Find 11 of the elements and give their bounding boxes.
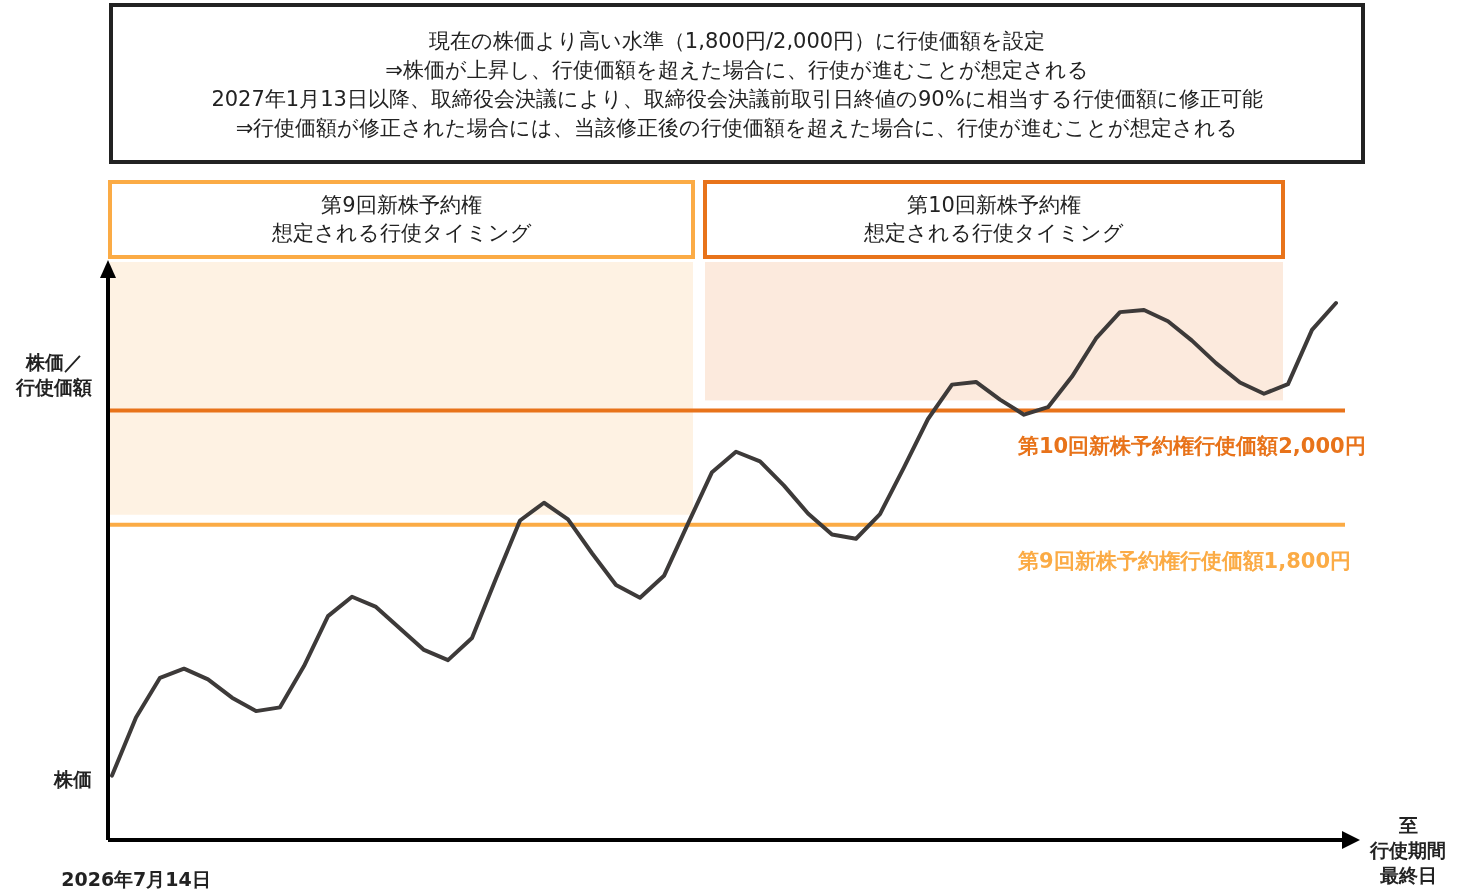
y-axis-title: 株価／行使価額	[15, 351, 92, 398]
ref-line-label: 第10回新株予約権行使価額2,000円	[1017, 434, 1366, 459]
text: 第9回新株予約権	[321, 193, 482, 217]
ref-line-label: 第9回新株予約権行使価額1,800円	[1017, 548, 1352, 573]
text: 株価	[53, 768, 92, 790]
chart-title: 現在の株価より高い水準（1,800円/2,000円）に行使価額を設定 ⇒株価が上昇し、行使価額を超えた場合に、行使が進むことが想定される 2027年1月13日以降、取締役会決議により、取締役会決議前取引日終値の90%に相当する行使価額に修正可能 ⇒行使価額が修正された場合には、当該修正後の行使価額を超えた場合に、行使が進むことが想定される	[211, 29, 1263, 140]
x-tick-label: 2026年7月14日	[61, 868, 211, 890]
x-tick-label: 至行使期間最終日	[1369, 814, 1446, 886]
text: 想定される行使タイミング	[270, 221, 532, 245]
text: 想定される行使タイミング	[863, 221, 1124, 245]
text: 第10回新株予約権	[907, 193, 1081, 217]
